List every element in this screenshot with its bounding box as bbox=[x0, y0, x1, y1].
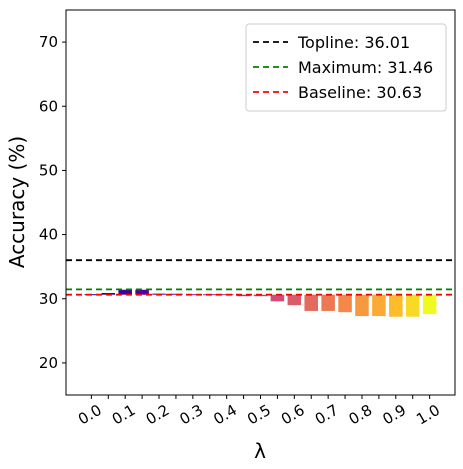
y-tick-label: 60 bbox=[39, 97, 58, 115]
bar bbox=[304, 294, 318, 311]
x-tick-label: 0.3 bbox=[177, 401, 207, 429]
legend-box bbox=[245, 23, 447, 112]
x-tick-label: 0.4 bbox=[210, 401, 240, 429]
bars-group bbox=[84, 289, 437, 317]
bar bbox=[270, 294, 285, 302]
bar bbox=[405, 294, 420, 317]
bar bbox=[372, 294, 386, 317]
x-tick-label: 0.9 bbox=[379, 401, 409, 429]
y-tick-label: 20 bbox=[39, 354, 58, 372]
x-axis: 0.0 0.1 0.2 0.3 0.4 0.5 0.6 0.7 0.8 0.9 1.0 bbox=[75, 395, 443, 428]
bar bbox=[236, 294, 251, 297]
x-tick-label: 0.0 bbox=[75, 401, 105, 429]
legend: Topline: 36.01 Maximum: 31.46 Baseline: 30… bbox=[245, 23, 447, 112]
x-tick-label: 1.0 bbox=[413, 401, 443, 429]
y-tick-label: 70 bbox=[39, 33, 58, 51]
reference-lines-group bbox=[66, 259, 455, 296]
bar bbox=[186, 294, 200, 296]
bar bbox=[389, 294, 403, 317]
x-tick-label: 0.6 bbox=[278, 401, 308, 429]
legend-label: Topline: 36.01 bbox=[297, 33, 410, 52]
legend-label: Maximum: 31.46 bbox=[298, 58, 433, 77]
legend-label: Baseline: 30.63 bbox=[298, 83, 422, 102]
x-tick-label: 0.2 bbox=[143, 401, 173, 429]
bar bbox=[355, 294, 369, 317]
x-tick-label: 0.7 bbox=[312, 401, 342, 429]
x-tick-label: 0.5 bbox=[244, 401, 274, 429]
x-tick-label: 0.1 bbox=[109, 401, 139, 429]
x-tick-label: 0.8 bbox=[346, 401, 376, 429]
bar bbox=[422, 294, 437, 315]
bar bbox=[169, 293, 183, 295]
y-tick-label: 40 bbox=[39, 226, 58, 244]
bar bbox=[135, 289, 149, 295]
bar bbox=[321, 294, 335, 311]
x-axis-label: λ bbox=[254, 439, 266, 463]
y-axis: 20 30 40 50 60 70 bbox=[39, 33, 66, 372]
y-axis-label: Accuracy (%) bbox=[5, 136, 29, 268]
bar bbox=[338, 294, 352, 313]
y-tick-label: 50 bbox=[39, 161, 58, 179]
bar bbox=[118, 289, 132, 295]
y-tick-label: 30 bbox=[39, 290, 58, 308]
bar bbox=[287, 294, 302, 306]
